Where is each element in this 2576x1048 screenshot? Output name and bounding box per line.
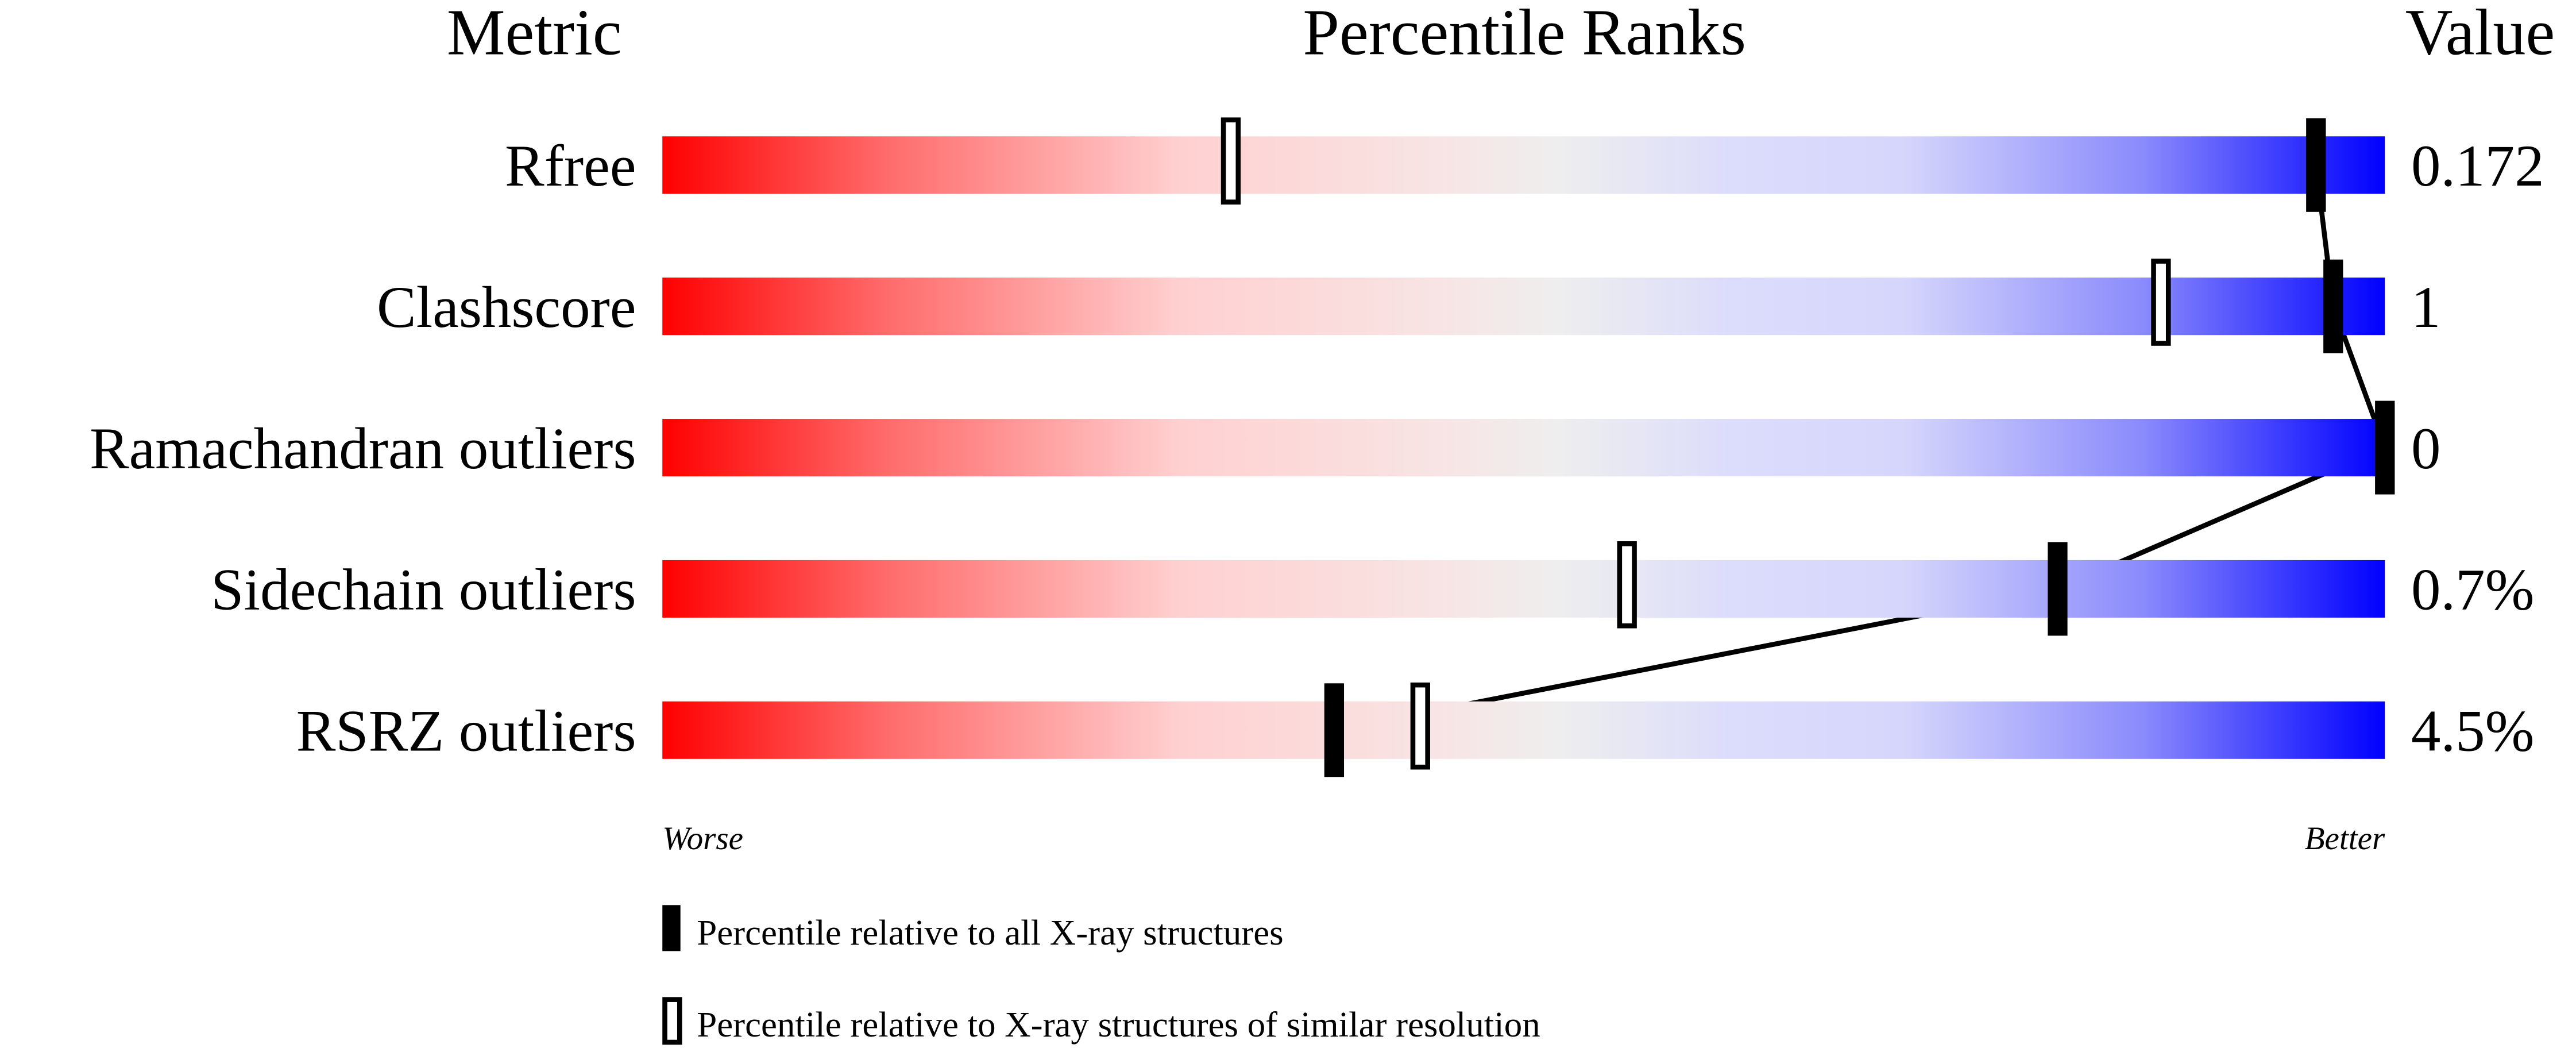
metric-label: Clashscore bbox=[377, 275, 636, 340]
metric-label: Ramachandran outliers bbox=[90, 416, 636, 481]
metric-label: Sidechain outliers bbox=[211, 557, 636, 623]
legend-filled-label: Percentile relative to all X-ray structu… bbox=[697, 912, 1283, 953]
metric-value: 1 bbox=[2411, 275, 2440, 340]
percentile-bar bbox=[662, 136, 2385, 194]
legend-open-label: Percentile relative to X-ray structures … bbox=[697, 1004, 1540, 1045]
all-structures-marker bbox=[2048, 542, 2068, 636]
percentile-bar bbox=[662, 560, 2385, 618]
percentile-bar bbox=[662, 701, 2385, 759]
legend-open-marker bbox=[662, 997, 682, 1045]
similar-resolution-marker bbox=[1410, 682, 1430, 770]
metric-value: 0.172 bbox=[2411, 133, 2544, 199]
metric-label: RSRZ outliers bbox=[296, 699, 636, 764]
similar-resolution-marker bbox=[2151, 259, 2171, 346]
all-structures-marker bbox=[1324, 683, 1345, 777]
all-structures-marker bbox=[2306, 118, 2326, 212]
axis-better-label: Better bbox=[2305, 820, 2385, 857]
header-metric: Metric bbox=[447, 0, 622, 68]
percentile-bar bbox=[662, 419, 2385, 477]
all-structures-marker bbox=[2323, 259, 2343, 353]
similar-resolution-marker bbox=[1221, 117, 1241, 205]
axis-worse-label: Worse bbox=[662, 820, 743, 857]
metric-value: 0.7% bbox=[2411, 557, 2534, 623]
metric-value: 0 bbox=[2411, 416, 2440, 481]
metric-label: Rfree bbox=[505, 133, 636, 199]
all-structures-marker bbox=[2375, 400, 2395, 495]
similar-resolution-marker bbox=[1617, 541, 1637, 629]
header-value: Value bbox=[2405, 0, 2555, 68]
header-percentile-ranks: Percentile Ranks bbox=[1303, 0, 1746, 68]
legend-filled-marker bbox=[662, 905, 681, 951]
metric-value: 4.5% bbox=[2411, 699, 2534, 764]
percentile-bar bbox=[662, 278, 2385, 336]
